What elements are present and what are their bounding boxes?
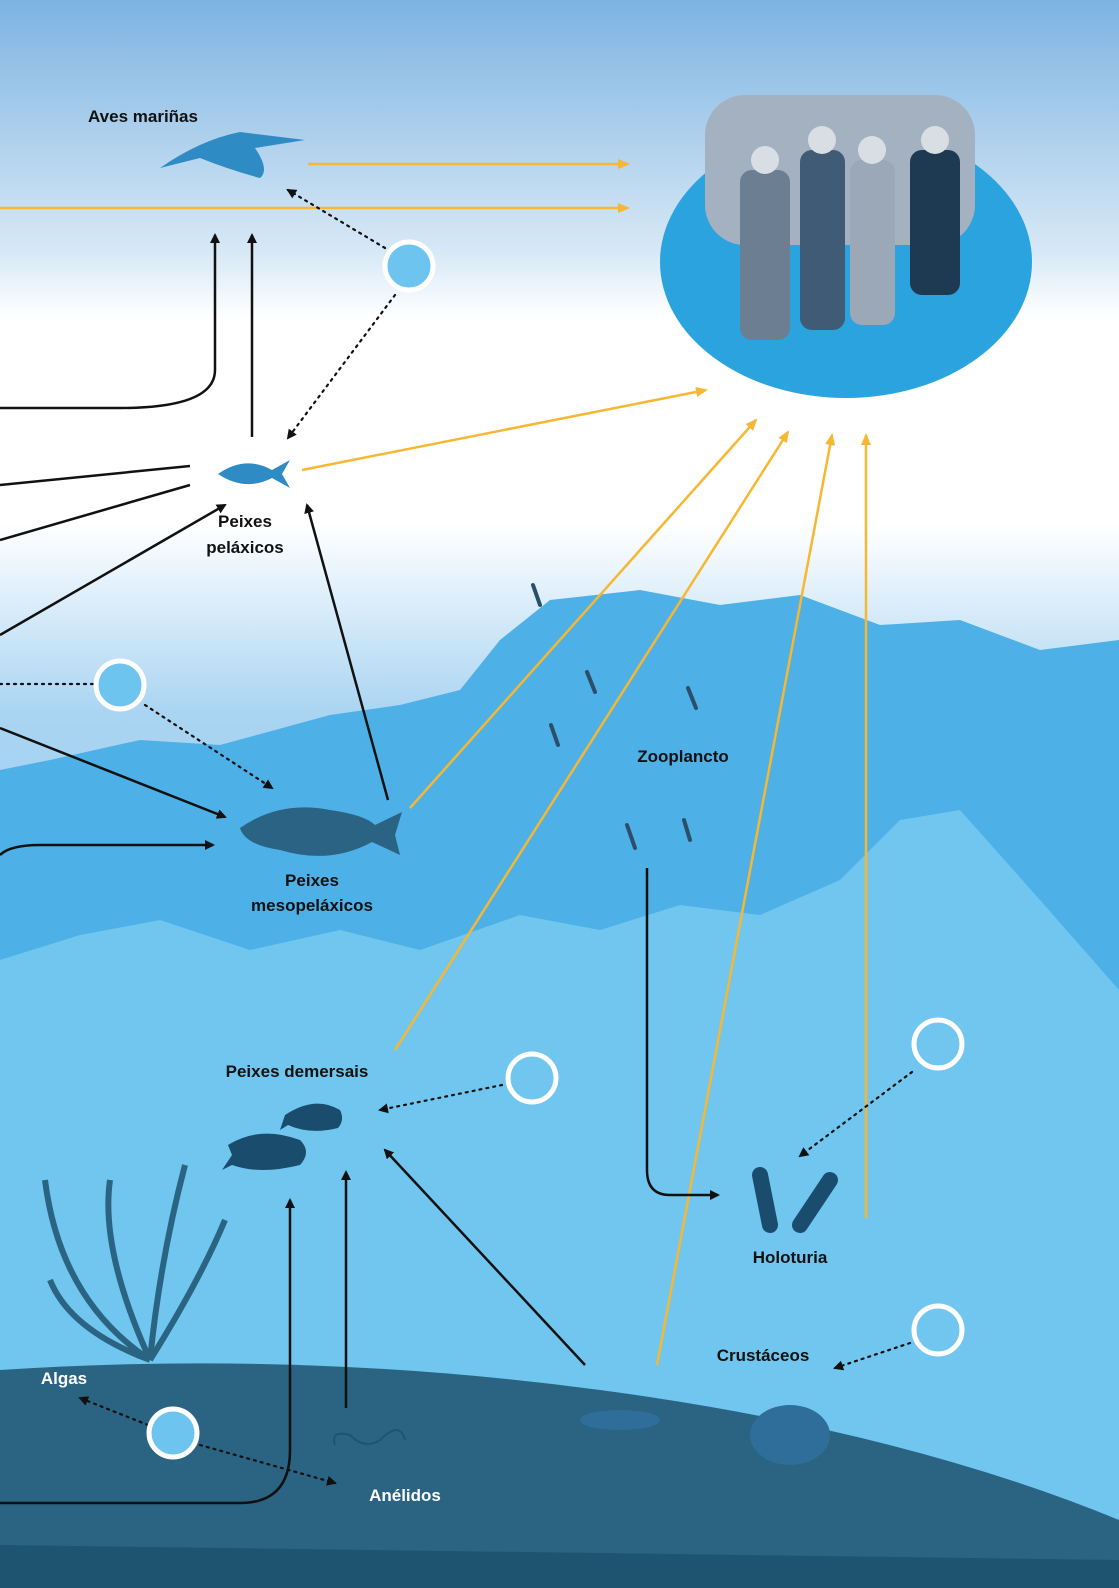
- node-label: Aves mariñas: [88, 107, 198, 126]
- node-label: Crustáceos: [717, 1346, 810, 1365]
- node-label: Peixes: [285, 871, 339, 890]
- crustacean-icon: [580, 1410, 660, 1430]
- food-web-diagram: Aves mariñas Peixes peláxicos Peixes mes…: [0, 0, 1119, 1588]
- node-label: Algas: [41, 1369, 87, 1388]
- node-label: Peixes demersais: [226, 1062, 369, 1081]
- node-label: Anélidos: [369, 1486, 441, 1505]
- crab-icon: [750, 1405, 830, 1465]
- page: {"nodes": [ {"id": "aves", "lines": ["Av…: [0, 0, 1119, 1588]
- node-label: Zooplancto: [637, 747, 729, 766]
- node-label: Peixes: [218, 512, 272, 531]
- node-label: peláxicos: [206, 538, 284, 557]
- node-label: mesopeláxicos: [251, 896, 373, 915]
- node-label: Holoturia: [753, 1248, 828, 1267]
